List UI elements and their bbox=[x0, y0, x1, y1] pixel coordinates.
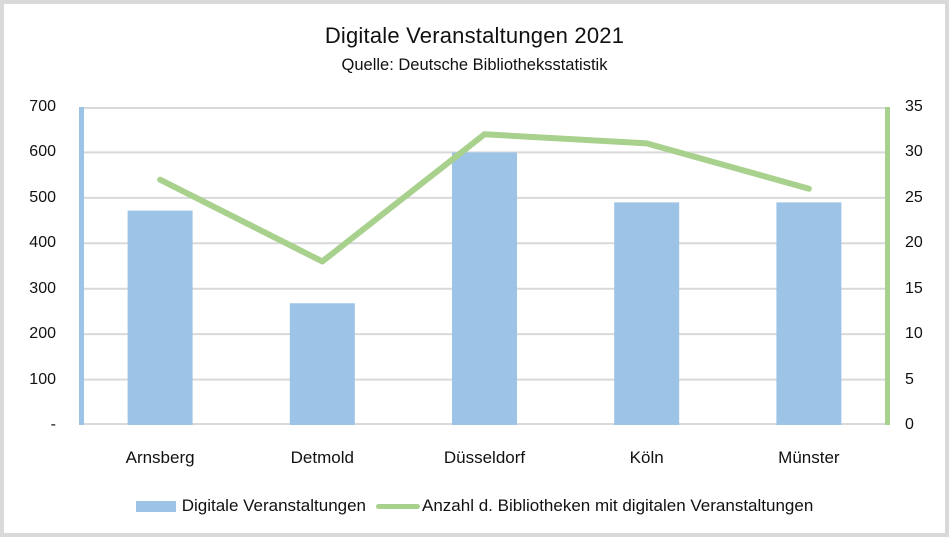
right-axis-tick: 20 bbox=[905, 234, 923, 252]
plot-area bbox=[79, 107, 890, 425]
right-axis-tick: 5 bbox=[905, 370, 914, 388]
bar-Düsseldorf bbox=[452, 152, 517, 425]
line-series bbox=[157, 131, 812, 265]
category-label-Detmold: Detmold bbox=[290, 448, 354, 467]
category-label-Köln: Köln bbox=[629, 448, 664, 467]
left-axis: 700 600 500 400 300 200 100 - bbox=[12, 4, 56, 533]
left-axis-tick: 500 bbox=[29, 188, 56, 206]
legend-bar-swatch-icon bbox=[135, 500, 176, 512]
chart-title: Digitale Veranstaltungen 2021 bbox=[324, 23, 625, 48]
legend-item-bars: Digitale Veranstaltungen bbox=[135, 495, 367, 517]
legend-label-line: Anzahl d. Bibliotheken mit digitalen Ver… bbox=[422, 496, 814, 515]
chart-subtitle: Quelle: Deutsche Bibliotheksstatistik bbox=[341, 56, 608, 74]
left-axis-tick: 200 bbox=[29, 325, 56, 343]
legend-item-line: Anzahl d. Bibliotheken mit digitalen Ver… bbox=[366, 495, 813, 517]
legend: Digitale Veranstaltungen Anzahl d. Bibli… bbox=[4, 495, 945, 517]
right-axis-tick: 30 bbox=[905, 143, 923, 161]
right-axis-tick: 10 bbox=[905, 325, 923, 343]
right-axis: 35 30 25 20 15 10 5 0 bbox=[905, 4, 945, 533]
category-axis: Arnsberg Detmold Düsseldorf Köln Münster bbox=[79, 447, 890, 471]
right-axis-tick: 25 bbox=[905, 188, 923, 206]
bar-Detmold bbox=[289, 303, 355, 425]
left-axis-tick: - bbox=[50, 416, 56, 433]
legend-line-swatch-icon bbox=[376, 503, 421, 509]
bar-Münster bbox=[776, 202, 842, 425]
category-label-Arnsberg: Arnsberg bbox=[125, 448, 195, 467]
right-axis-tick: 15 bbox=[905, 279, 923, 297]
bar-Arnsberg bbox=[127, 210, 193, 425]
left-axis-tick: 600 bbox=[29, 143, 56, 161]
category-label-Münster: Münster bbox=[778, 448, 840, 467]
left-axis-tick: 300 bbox=[29, 279, 56, 297]
category-label-Düsseldorf: Düsseldorf bbox=[443, 448, 526, 467]
right-axis-tick: 35 bbox=[905, 98, 923, 115]
bar-Köln bbox=[614, 202, 680, 425]
legend-label-bars: Digitale Veranstaltungen bbox=[181, 496, 367, 515]
left-axis-tick: 100 bbox=[29, 370, 56, 388]
left-axis-tick: 700 bbox=[29, 98, 56, 115]
right-axis-tick: 0 bbox=[905, 416, 914, 433]
left-axis-tick: 400 bbox=[29, 234, 56, 252]
